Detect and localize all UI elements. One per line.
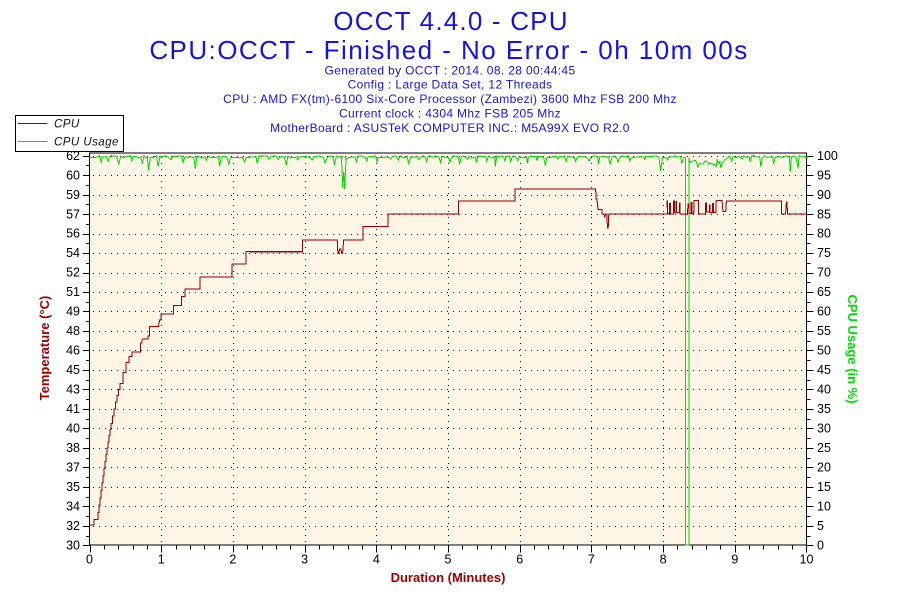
svg-text:CPU Usage: CPU Usage	[54, 136, 119, 149]
svg-text:CPU : AMD FX(tm)-6100 Six-Core: CPU : AMD FX(tm)-6100 Six-Core Processor…	[223, 92, 677, 106]
svg-text:46: 46	[66, 344, 80, 358]
svg-text:35: 35	[817, 402, 831, 416]
svg-text:54: 54	[66, 246, 80, 260]
svg-text:34: 34	[66, 500, 80, 514]
svg-text:2: 2	[229, 553, 236, 567]
svg-text:40: 40	[66, 422, 80, 436]
svg-text:Duration (Minutes): Duration (Minutes)	[391, 570, 506, 585]
svg-text:40: 40	[817, 383, 831, 397]
svg-text:10: 10	[800, 553, 814, 567]
svg-text:0: 0	[86, 553, 93, 567]
svg-text:Temperature (°C): Temperature (°C)	[37, 296, 52, 401]
svg-text:6: 6	[516, 553, 523, 567]
svg-text:85: 85	[817, 207, 831, 221]
svg-text:10: 10	[817, 500, 831, 514]
svg-text:30: 30	[66, 539, 80, 553]
svg-text:4: 4	[373, 553, 380, 567]
svg-text:3: 3	[301, 553, 308, 567]
svg-text:70: 70	[817, 266, 831, 280]
svg-text:20: 20	[817, 461, 831, 475]
svg-text:0: 0	[817, 539, 824, 553]
svg-text:75: 75	[817, 246, 831, 260]
svg-text:MotherBoard : ASUSTeK COMPUTER: MotherBoard : ASUSTeK COMPUTER INC.: M5A…	[270, 121, 630, 135]
svg-text:9: 9	[731, 553, 738, 567]
svg-text:95: 95	[817, 168, 831, 182]
svg-text:59: 59	[66, 188, 80, 202]
svg-text:48: 48	[66, 324, 80, 338]
svg-text:52: 52	[66, 266, 80, 280]
svg-text:45: 45	[817, 363, 831, 377]
svg-text:41: 41	[66, 402, 80, 416]
svg-text:49: 49	[66, 305, 80, 319]
svg-text:55: 55	[817, 324, 831, 338]
svg-text:CPU Usage (in %): CPU Usage (in %)	[845, 294, 860, 403]
svg-text:90: 90	[817, 188, 831, 202]
svg-text:35: 35	[66, 480, 80, 494]
svg-text:OCCT 4.4.0 - CPU: OCCT 4.4.0 - CPU	[333, 6, 568, 36]
svg-text:15: 15	[817, 480, 831, 494]
svg-text:CPU:OCCT - Finished - No Error: CPU:OCCT - Finished - No Error - 0h 10m …	[149, 35, 748, 65]
svg-text:56: 56	[66, 227, 80, 241]
svg-text:57: 57	[66, 207, 80, 221]
svg-text:32: 32	[66, 519, 80, 533]
svg-text:80: 80	[817, 227, 831, 241]
svg-text:Generated by OCCT : 2014. 08.: Generated by OCCT : 2014. 08. 28 00:44:4…	[325, 63, 576, 77]
svg-text:38: 38	[66, 441, 80, 455]
svg-text:45: 45	[66, 363, 80, 377]
svg-text:25: 25	[817, 441, 831, 455]
svg-text:5: 5	[817, 519, 824, 533]
svg-text:60: 60	[817, 305, 831, 319]
svg-text:50: 50	[817, 344, 831, 358]
svg-text:62: 62	[66, 149, 80, 163]
svg-text:Current clock : 4304 Mhz FSB 2: Current clock : 4304 Mhz FSB 205 Mhz	[339, 107, 561, 121]
svg-text:Config : Large Data Set, 12 Th: Config : Large Data Set, 12 Threads	[348, 78, 553, 92]
svg-text:100: 100	[817, 149, 838, 163]
svg-text:65: 65	[817, 285, 831, 299]
svg-text:30: 30	[817, 422, 831, 436]
svg-text:5: 5	[445, 553, 452, 567]
svg-text:43: 43	[66, 383, 80, 397]
svg-text:1: 1	[158, 553, 165, 567]
svg-text:CPU: CPU	[54, 118, 80, 131]
svg-text:37: 37	[66, 461, 80, 475]
svg-text:60: 60	[66, 168, 80, 182]
svg-text:8: 8	[660, 553, 667, 567]
svg-text:7: 7	[588, 553, 595, 567]
svg-text:51: 51	[66, 285, 80, 299]
